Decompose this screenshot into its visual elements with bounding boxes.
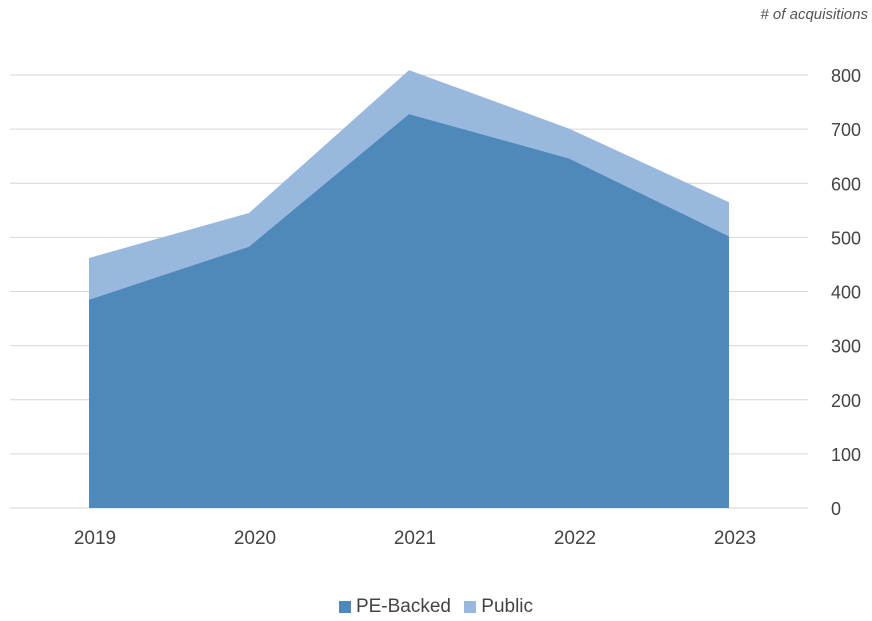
y-tick-label: 500 (831, 228, 861, 248)
y-tick-label: 100 (831, 445, 861, 465)
y-tick-label: 800 (831, 66, 861, 86)
legend-label-pe-backed: PE-Backed (355, 596, 451, 617)
y-tick-label: 400 (831, 283, 861, 303)
y-axis-ticks: 0 100 200 300 400 500 600 700 800 (831, 66, 861, 519)
x-tick-label: 2020 (234, 528, 276, 549)
area-pe-backed (89, 113, 729, 508)
legend-item-pe-backed: PE-Backed (338, 596, 451, 618)
y-tick-label: 700 (831, 120, 861, 140)
x-tick-label: 2021 (394, 528, 436, 549)
y-tick-label: 0 (831, 499, 841, 519)
y-axis-title: # of acquisitions (760, 6, 868, 23)
legend: PE-Backed Public (0, 596, 872, 619)
legend-item-public: Public (464, 596, 533, 618)
y-tick-label: 600 (831, 174, 861, 194)
legend-swatch-pe-backed (338, 601, 351, 613)
area-public (89, 70, 729, 300)
x-axis-ticks: 2019 2020 2021 2022 2023 (74, 528, 756, 549)
y-tick-label: 200 (831, 391, 861, 411)
y-tick-label: 300 (831, 337, 861, 357)
x-tick-label: 2023 (714, 528, 756, 549)
x-tick-label: 2019 (74, 528, 116, 549)
legend-swatch-public (464, 601, 477, 613)
x-tick-label: 2022 (554, 528, 596, 549)
legend-label-public: Public (481, 596, 534, 617)
series-areas (89, 70, 729, 508)
